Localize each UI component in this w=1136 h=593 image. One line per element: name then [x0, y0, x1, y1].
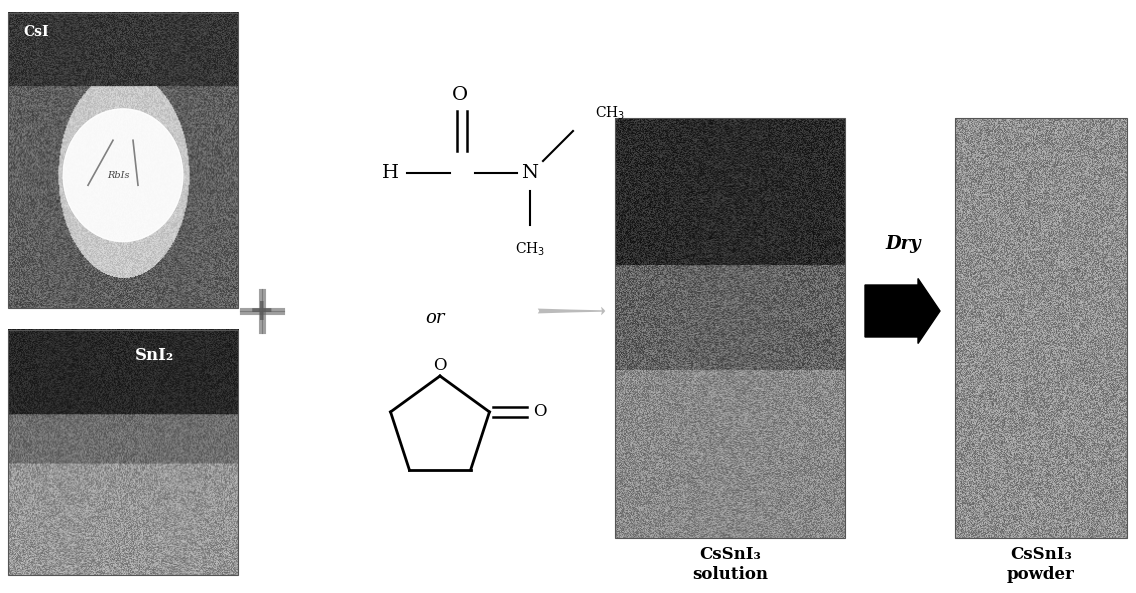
FancyArrow shape [864, 279, 939, 343]
Text: CH$_3$: CH$_3$ [515, 241, 545, 259]
Text: CsSnI₃
powder: CsSnI₃ powder [1006, 546, 1075, 582]
Text: CsI: CsI [23, 25, 49, 39]
Text: CsSnI₃
solution: CsSnI₃ solution [692, 546, 768, 582]
Text: O: O [533, 403, 546, 420]
Text: CH$_3$: CH$_3$ [595, 104, 625, 122]
Bar [8, 330, 239, 575]
Bar [615, 118, 845, 538]
Text: Dry: Dry [885, 235, 921, 253]
Ellipse shape [64, 109, 183, 241]
Text: O: O [433, 358, 446, 375]
Text: RbIs: RbIs [107, 171, 130, 180]
Text: SnI₂: SnI₂ [134, 346, 174, 364]
Bar [8, 13, 239, 308]
Text: N: N [521, 164, 538, 182]
Bar [955, 118, 1127, 538]
Text: H: H [382, 164, 399, 182]
Text: O: O [452, 86, 468, 104]
Text: or: or [425, 309, 445, 327]
Text: +: + [249, 296, 275, 326]
